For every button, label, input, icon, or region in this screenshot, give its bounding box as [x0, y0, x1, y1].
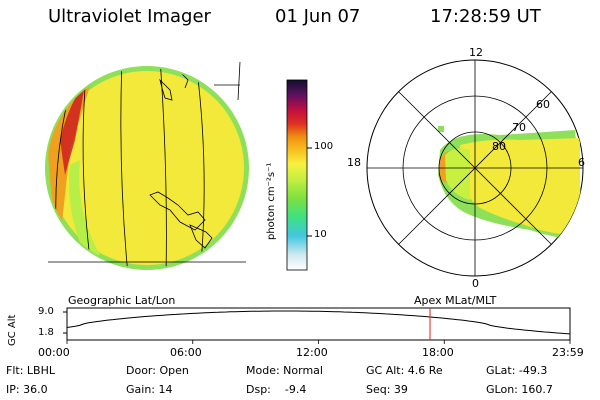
- status-door: Door: Open: [126, 364, 189, 377]
- mlt-18-label: 18: [347, 156, 361, 169]
- mlt-12-label: 12: [469, 46, 483, 59]
- status-gc-alt: GC Alt: 4.6 Re: [366, 364, 443, 377]
- status-glat: GLat: -49.3: [486, 364, 548, 377]
- colorbar: [286, 79, 312, 271]
- colorbar-unit: photon cm⁻²s⁻¹: [266, 162, 277, 240]
- status-glon: GLon: 160.7: [486, 383, 553, 396]
- status-gain: Gain: 14: [126, 383, 173, 396]
- alt-ytick-1-8: 1.8: [38, 327, 54, 338]
- instrument-title: Ultraviolet Imager: [48, 6, 211, 27]
- bright-spot: [438, 126, 444, 132]
- time-label: 17:28:59 UT: [430, 6, 541, 27]
- status-dsp: Dsp: -9.4: [246, 383, 307, 396]
- altitude-curve: [66, 310, 571, 335]
- auroral-oval-fill: [460, 138, 580, 235]
- mlat-80-label: 80: [492, 140, 506, 153]
- status-seq: Seq: 39: [366, 383, 408, 396]
- altitude-plot: [63, 307, 571, 344]
- geographic-image: [45, 61, 249, 270]
- alt-xtick-0000: 00:00: [38, 346, 70, 359]
- status-mode: Mode: Normal: [246, 364, 323, 377]
- colorbar-tick-10: 10: [314, 229, 327, 240]
- apex-panel-label: Apex MLat/MLT: [414, 294, 497, 307]
- alt-ylabel: GC Alt: [7, 314, 18, 346]
- alt-ytick-9: 9.0: [38, 306, 54, 317]
- colorbar-tick-100: 100: [314, 141, 334, 152]
- limb-green: [69, 160, 100, 255]
- alt-xtick-0600: 06:00: [170, 346, 202, 359]
- alt-xtick-1800: 18:00: [422, 346, 454, 359]
- auroral-oval-green: [445, 148, 470, 200]
- mlat-70-label: 70: [512, 121, 526, 134]
- disk-fill: [50, 71, 244, 265]
- status-flt: Flt: LBHL: [6, 364, 55, 377]
- alt-xtick-2359: 23:59: [552, 346, 584, 359]
- polar-grid: [367, 60, 583, 276]
- polar-plot: [366, 59, 584, 277]
- date-label: 01 Jun 07: [275, 6, 361, 27]
- mlat-60-label: 60: [536, 98, 550, 111]
- alt-xtick-1200: 12:00: [296, 346, 328, 359]
- status-ip: IP: 36.0: [6, 383, 48, 396]
- limb-red: [60, 85, 85, 175]
- mlt-6-label: 6: [578, 156, 585, 169]
- mlt-0-label: 0: [472, 277, 479, 290]
- geo-panel-label: Geographic Lat/Lon: [68, 294, 176, 307]
